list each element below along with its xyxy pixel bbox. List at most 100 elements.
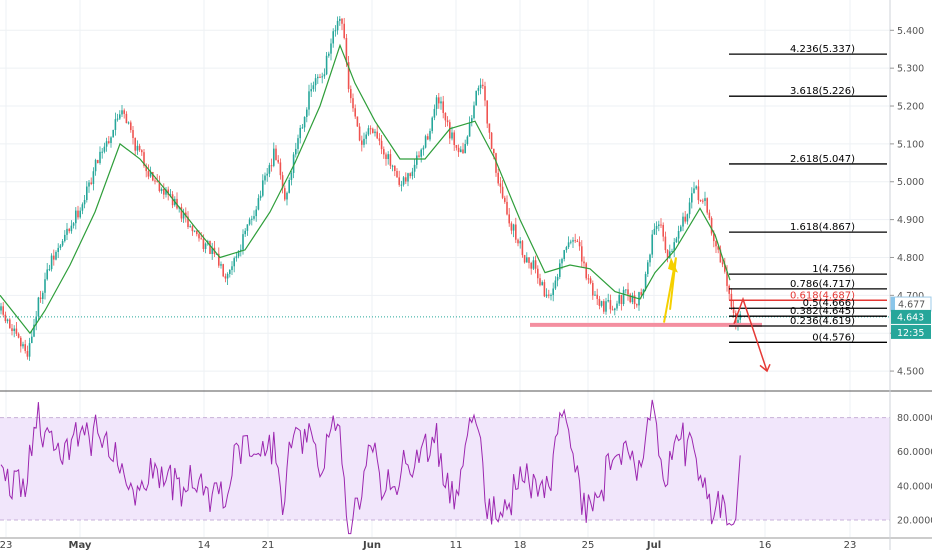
- candle-body: [367, 128, 370, 135]
- candle-body: [726, 271, 728, 286]
- candle-body: [387, 154, 389, 160]
- candle-body: [607, 300, 609, 302]
- candle-body: [600, 301, 603, 306]
- candle-body: [31, 336, 33, 344]
- candle-body: [695, 186, 697, 189]
- x-tick-label: Jul: [646, 540, 661, 550]
- candle-body: [702, 200, 704, 202]
- candle-body: [323, 74, 326, 77]
- candle-body: [42, 292, 44, 299]
- candle-body: [163, 188, 165, 195]
- candle-body: [290, 172, 293, 180]
- candle-body: [136, 145, 139, 151]
- y-tick-label: 4.700: [897, 291, 924, 302]
- candle-body: [651, 234, 653, 255]
- fib-label: 2.618(5.047): [790, 154, 855, 165]
- candle-body: [510, 223, 513, 231]
- candle-body: [398, 177, 400, 185]
- candle-body: [53, 255, 55, 260]
- candle-body: [44, 279, 46, 293]
- candle-body: [611, 309, 614, 311]
- bearish-arrowhead: [759, 363, 771, 373]
- candle-body: [270, 165, 273, 167]
- candle-body: [673, 242, 675, 252]
- candle-body: [413, 164, 416, 172]
- candle-body: [572, 240, 574, 242]
- candle-body: [295, 148, 297, 155]
- candle-body: [644, 274, 647, 290]
- candle-body: [79, 210, 81, 218]
- candle-body: [589, 278, 592, 284]
- candle-body: [145, 165, 147, 172]
- candle-body: [686, 214, 689, 222]
- candle-body: [636, 304, 638, 306]
- candle-body: [710, 218, 713, 234]
- candle-body: [211, 247, 213, 254]
- candle-body: [191, 226, 194, 232]
- x-tick-label: 21: [262, 540, 275, 550]
- countdown-badge: [891, 324, 931, 339]
- candle-body: [490, 132, 493, 149]
- candle-body: [77, 210, 79, 218]
- candle-body: [402, 177, 405, 185]
- candle-body: [55, 251, 57, 260]
- candle-body: [86, 186, 88, 200]
- candle-body: [493, 148, 495, 154]
- candle-body: [427, 136, 429, 140]
- candle-body: [345, 37, 348, 63]
- candle-body: [358, 126, 361, 141]
- candle-body: [655, 225, 658, 229]
- candle-body: [717, 246, 719, 250]
- candle-body: [253, 216, 255, 219]
- candle-body: [66, 228, 68, 235]
- candle-body: [33, 324, 35, 337]
- candle-body: [739, 314, 741, 320]
- candle-body: [0, 306, 2, 311]
- candle-body: [409, 173, 411, 177]
- fib-label: 3.618(5.226): [790, 86, 855, 97]
- candle-body: [70, 225, 73, 232]
- candle-body: [119, 114, 121, 119]
- fib-label: 1.618(4.867): [790, 222, 855, 233]
- candle-body: [4, 314, 7, 322]
- candle-body: [99, 151, 101, 164]
- candle-body: [244, 230, 246, 235]
- candle-body: [385, 154, 387, 160]
- candle-body: [339, 18, 341, 21]
- x-tick-label: 23: [844, 540, 857, 550]
- candle-body: [669, 251, 671, 258]
- candle-body: [660, 224, 662, 226]
- x-tick-label: 16: [759, 540, 772, 550]
- candle-body: [559, 263, 561, 277]
- candle-body: [72, 223, 75, 226]
- candle-body: [185, 212, 187, 217]
- candle-body: [374, 131, 376, 134]
- candle-body: [440, 101, 442, 104]
- candle-body: [266, 173, 268, 176]
- candle-body: [297, 138, 299, 149]
- candle-body: [583, 261, 585, 264]
- projection-swing: [663, 257, 677, 323]
- candle-body: [356, 116, 359, 127]
- candle-body: [570, 241, 572, 243]
- rsi-line: [0, 399, 741, 535]
- candle-body: [422, 147, 425, 150]
- candle-body: [504, 197, 506, 202]
- candle-body: [378, 138, 381, 141]
- candle-body: [534, 260, 537, 269]
- candle-body: [444, 112, 447, 121]
- candle-body: [165, 189, 167, 195]
- candle-body: [495, 153, 497, 173]
- rsi-tick-label: 60.0000: [897, 447, 932, 458]
- rsi-tick-label: 20.0000: [897, 515, 932, 526]
- candle-body: [704, 198, 706, 202]
- candle-body: [396, 170, 398, 178]
- candle-body: [565, 247, 568, 251]
- projection-arrowhead: [668, 257, 678, 273]
- candle-body: [677, 231, 680, 239]
- candle-body: [400, 184, 403, 186]
- candle-body: [220, 264, 222, 266]
- candle-body: [81, 204, 84, 211]
- candle-body: [598, 298, 601, 306]
